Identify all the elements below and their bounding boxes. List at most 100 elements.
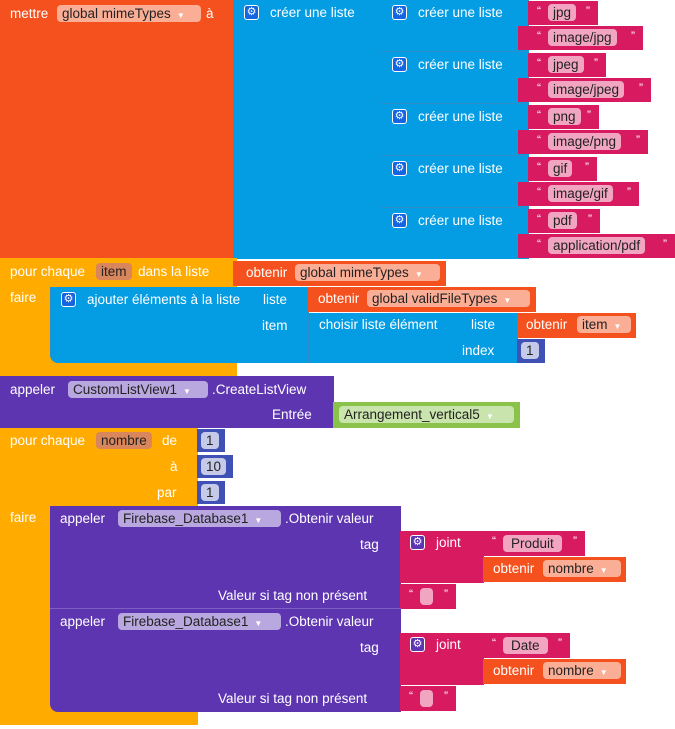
text-field[interactable]: jpeg [548,56,584,73]
text-block[interactable]: “ application/pdf ” [518,234,675,258]
text-field[interactable]: Produit [503,535,562,552]
create-list-label: créer une liste [418,161,503,176]
call-label: appeler [10,382,56,397]
text-block[interactable]: “ image/jpg ” [518,26,643,50]
create-list-block[interactable]: ⚙ créer une liste [381,104,529,156]
text-block[interactable]: “ image/jpeg ” [518,78,651,102]
set-global-block[interactable]: mettre global mimeTypes ▼ à [0,0,234,259]
variable-dropdown[interactable]: nombre ▼ [543,560,621,577]
variable-dropdown[interactable]: global mimeTypes ▼ [57,5,201,22]
component-block[interactable]: Arrangement_vertical5 ▼ [333,402,520,428]
variable-dropdown[interactable]: item ▼ [577,316,631,333]
text-block[interactable]: “ image/gif ” [518,182,639,206]
get-variable-block[interactable]: obtenir nombre ▼ [483,659,626,684]
text-field[interactable]: png [548,108,581,125]
get-variable-block[interactable]: obtenir global validFileTypes ▼ [308,287,536,312]
mutator-gear-icon[interactable]: ⚙ [244,5,259,20]
close-quote-icon: ” [444,689,448,703]
mutator-gear-icon[interactable]: ⚙ [392,57,407,72]
for-each-label: pour chaque [10,433,86,448]
open-quote-icon: “ [492,636,496,650]
dropdown-arrow-icon: ▼ [414,270,423,279]
component-dropdown[interactable]: Firebase_Database1 ▼ [118,510,281,527]
get-variable-block[interactable]: obtenir item ▼ [517,313,636,338]
variable-dropdown[interactable]: global mimeTypes ▼ [295,264,440,281]
join-block[interactable]: ⚙ joint [400,531,484,583]
text-field[interactable]: Date [503,637,548,654]
set-label: mettre [10,6,49,21]
mutator-gear-icon[interactable]: ⚙ [392,109,407,124]
number-field[interactable]: 1 [201,484,219,501]
tag-label: tag [360,640,379,655]
mutator-gear-icon[interactable]: ⚙ [392,161,407,176]
empty-text-block[interactable]: “ ” [400,584,456,609]
item-socket-label: item [262,318,288,333]
text-field[interactable]: image/gif [548,185,613,202]
call-create-list-view-block[interactable]: appeler CustomListView1 ▼ .CreateListView… [0,376,334,428]
number-field[interactable]: 10 [201,458,227,475]
loop-variable-field[interactable]: nombre [96,432,152,449]
create-list-block[interactable]: ⚙ créer une liste [381,156,529,208]
text-field[interactable]: application/pdf [548,237,646,254]
text-field[interactable]: gif [548,160,573,177]
variable-dropdown[interactable]: global validFileTypes ▼ [367,290,530,307]
open-quote-icon: “ [537,237,541,251]
get-variable-block[interactable]: obtenir global mimeTypes ▼ [233,261,446,286]
in-list-label: dans la liste [138,264,210,279]
mutator-gear-icon[interactable]: ⚙ [392,213,407,228]
call-label: appeler [60,511,106,526]
create-list-block[interactable]: ⚙ créer une liste [233,0,382,259]
close-quote-icon: ” [636,133,640,147]
text-block[interactable]: “ png ” [528,105,599,129]
mutator-gear-icon[interactable]: ⚙ [410,637,425,652]
text-field[interactable]: jpg [548,4,577,21]
text-block[interactable]: “ jpeg ” [528,53,606,77]
by-label: par [157,485,177,500]
open-quote-icon: “ [537,108,541,122]
call-label: appeler [60,614,106,629]
mutator-gear-icon[interactable]: ⚙ [61,292,76,307]
text-block[interactable]: “ pdf ” [528,209,600,233]
text-block[interactable]: “ Produit ” [483,531,585,556]
text-block[interactable]: “ jpg ” [528,1,598,25]
number-block-to[interactable]: 10 [197,455,233,478]
number-field[interactable]: 1 [201,432,219,449]
text-field[interactable]: image/jpeg [548,81,625,98]
component-dropdown[interactable]: CustomListView1 ▼ [68,381,208,398]
component-dropdown[interactable]: Firebase_Database1 ▼ [118,613,281,630]
text-field[interactable]: image/jpg [548,29,617,46]
loop-variable-field[interactable]: item [96,263,132,280]
create-list-block[interactable]: ⚙ créer une liste [381,0,529,52]
create-list-block[interactable]: ⚙ créer une liste [381,52,529,104]
join-block[interactable]: ⚙ joint [400,633,484,685]
dropdown-arrow-icon: ▼ [503,296,512,305]
text-field[interactable]: image/png [548,133,622,150]
number-block-by[interactable]: 1 [197,481,225,504]
create-list-block[interactable]: ⚙ créer une liste [381,208,529,259]
create-list-label: créer une liste [418,213,503,228]
empty-text-block[interactable]: “ ” [400,686,456,711]
text-block[interactable]: “ image/png ” [518,130,648,154]
close-quote-icon: ” [558,636,562,650]
add-items-to-list-block[interactable]: ⚙ ajouter éléments à la liste liste item [50,287,309,363]
text-field[interactable] [420,690,433,707]
mutator-gear-icon[interactable]: ⚙ [410,535,425,550]
open-quote-icon: “ [537,185,541,199]
text-block[interactable]: “ Date ” [483,633,570,658]
get-variable-block[interactable]: obtenir nombre ▼ [483,557,626,582]
close-quote-icon: ” [627,185,631,199]
text-block[interactable]: “ gif ” [528,157,597,181]
number-block-from[interactable]: 1 [197,429,225,452]
dropdown-arrow-icon: ▼ [599,668,608,677]
number-block[interactable]: 1 [517,339,545,363]
text-field[interactable]: pdf [548,212,577,229]
firebase-get-value-block[interactable]: appeler Firebase_Database1 ▼ .Obtenir val… [50,608,401,712]
mutator-gear-icon[interactable]: ⚙ [392,5,407,20]
text-field[interactable] [420,588,433,605]
component-dropdown[interactable]: Arrangement_vertical5 ▼ [339,406,514,423]
variable-dropdown[interactable]: nombre ▼ [543,662,621,679]
number-field[interactable]: 1 [521,342,539,359]
component-name: Firebase_Database1 [123,511,249,526]
select-list-item-block[interactable]: choisir liste élément liste index [308,313,518,363]
firebase-get-value-block[interactable]: appeler Firebase_Database1 ▼ .Obtenir val… [50,506,401,608]
